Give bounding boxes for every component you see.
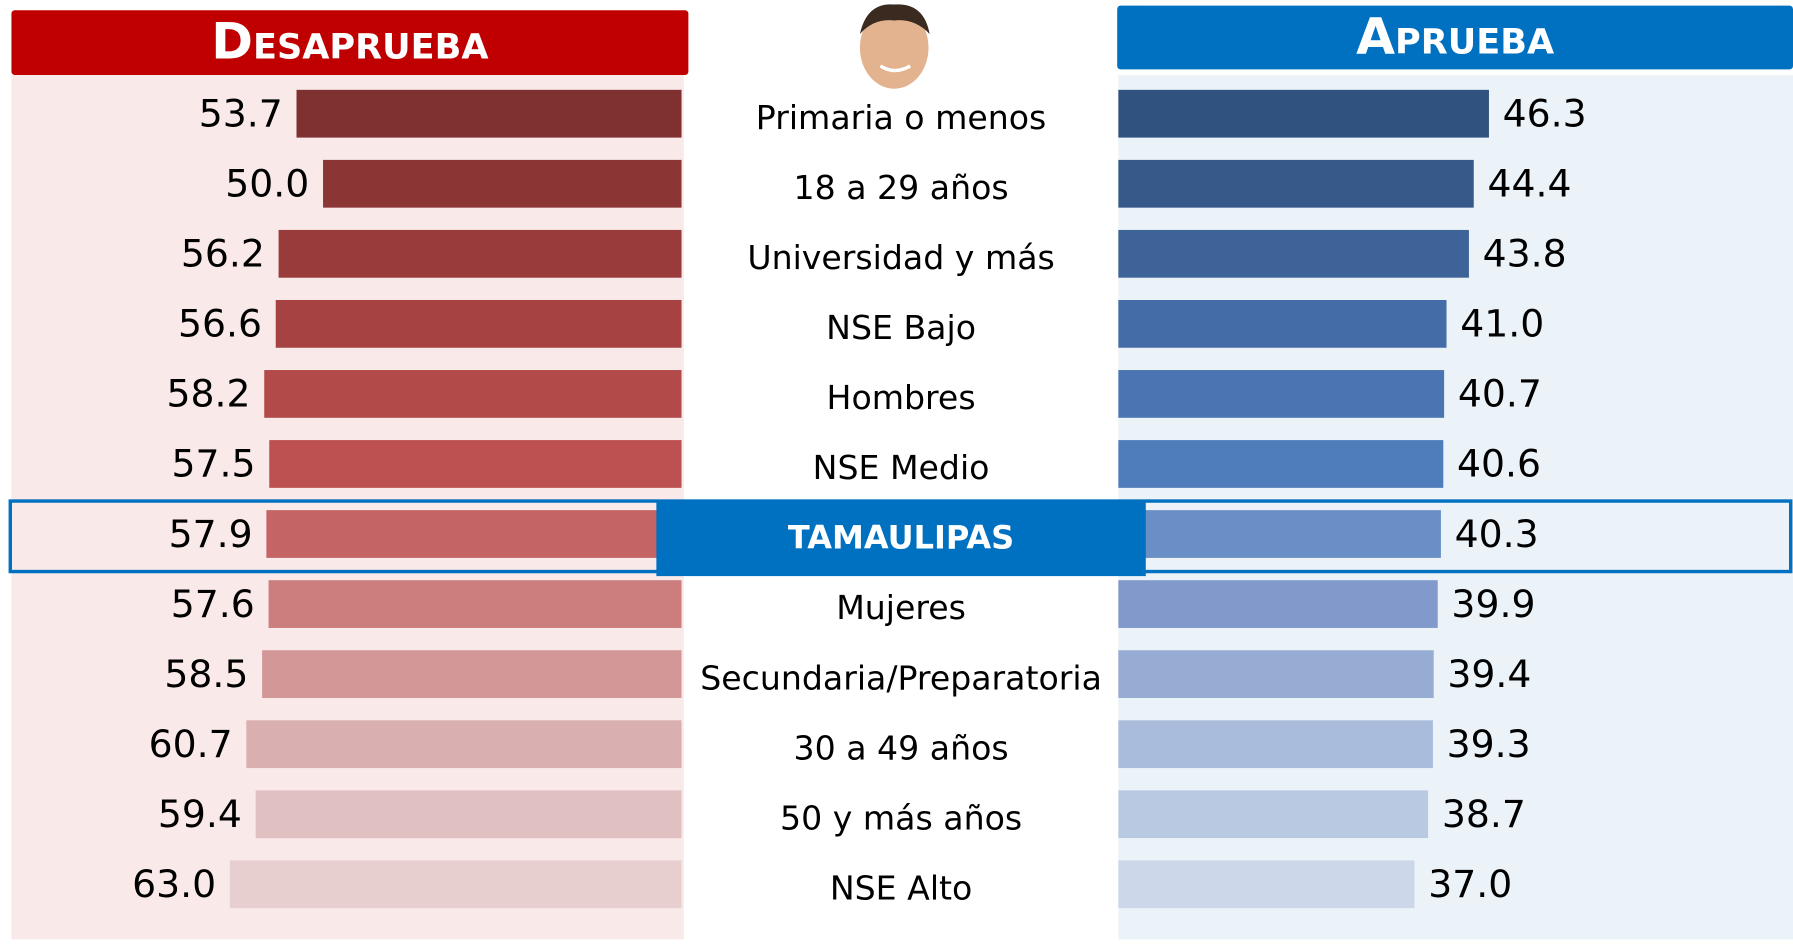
bar bbox=[1118, 300, 1446, 348]
value-label: 57.9 bbox=[169, 512, 253, 556]
chart: Desaprueba Aprueba 53.7 50.0 56.2 56.6 58.2 57.… bbox=[0, 0, 1793, 945]
legend-header: Desaprueba bbox=[211, 12, 488, 71]
value-label: 63.0 bbox=[132, 862, 216, 906]
value-label: 43.8 bbox=[1483, 232, 1567, 276]
bar bbox=[256, 790, 682, 838]
category-label: NSE Alto bbox=[830, 869, 972, 908]
bar bbox=[1118, 860, 1414, 908]
bar bbox=[230, 860, 682, 908]
bar bbox=[297, 90, 682, 138]
bar bbox=[246, 720, 681, 768]
value-label: 57.5 bbox=[172, 442, 256, 486]
value-label: 39.9 bbox=[1451, 582, 1535, 626]
value-label: 40.7 bbox=[1458, 372, 1542, 416]
bar bbox=[269, 440, 681, 488]
bar bbox=[1118, 580, 1437, 628]
category-label: Universidad y más bbox=[747, 238, 1054, 277]
bar bbox=[266, 510, 681, 558]
value-label: 60.7 bbox=[149, 722, 233, 766]
value-label: 58.2 bbox=[167, 372, 251, 416]
bar bbox=[1118, 790, 1428, 838]
legend-header: Aprueba bbox=[1356, 6, 1554, 65]
category-label: TAMAULIPAS bbox=[788, 519, 1014, 557]
category-label: 30 a 49 años bbox=[794, 728, 1009, 767]
value-label: 56.6 bbox=[178, 302, 262, 346]
bar bbox=[264, 370, 681, 418]
bar bbox=[323, 160, 681, 208]
category-label: NSE Bajo bbox=[826, 308, 976, 347]
value-label: 40.3 bbox=[1455, 512, 1539, 556]
value-label: 56.2 bbox=[181, 232, 265, 276]
bar bbox=[1118, 510, 1441, 558]
bar bbox=[1118, 230, 1469, 278]
bar bbox=[1118, 720, 1433, 768]
bar bbox=[269, 580, 682, 628]
bar bbox=[262, 650, 681, 698]
value-label: 39.3 bbox=[1447, 722, 1531, 766]
value-label: 44.4 bbox=[1487, 162, 1571, 206]
value-label: 57.6 bbox=[171, 582, 255, 626]
value-label: 46.3 bbox=[1503, 92, 1587, 136]
category-label: Hombres bbox=[827, 378, 976, 417]
portrait bbox=[860, 4, 930, 88]
value-label: 38.7 bbox=[1442, 792, 1526, 836]
bar bbox=[1118, 440, 1443, 488]
value-label: 37.0 bbox=[1428, 862, 1512, 906]
value-label: 59.4 bbox=[158, 792, 242, 836]
value-label: 41.0 bbox=[1460, 302, 1544, 346]
bar bbox=[276, 300, 682, 348]
value-label: 50.0 bbox=[225, 162, 309, 206]
category-label: 18 a 29 años bbox=[794, 168, 1009, 207]
bar bbox=[279, 230, 682, 278]
category-label: NSE Medio bbox=[813, 448, 990, 487]
category-label: Primaria o menos bbox=[756, 98, 1047, 137]
bar bbox=[1118, 90, 1489, 138]
value-label: 39.4 bbox=[1447, 652, 1531, 696]
value-label: 58.5 bbox=[164, 652, 248, 696]
bar bbox=[1118, 650, 1433, 698]
value-label: 40.6 bbox=[1457, 442, 1541, 486]
bar bbox=[1118, 160, 1473, 208]
value-label: 53.7 bbox=[199, 92, 283, 136]
category-label: Secundaria/Preparatoria bbox=[700, 658, 1102, 697]
category-label: Mujeres bbox=[836, 588, 966, 627]
bar bbox=[1118, 370, 1444, 418]
category-label: 50 y más años bbox=[780, 798, 1022, 837]
